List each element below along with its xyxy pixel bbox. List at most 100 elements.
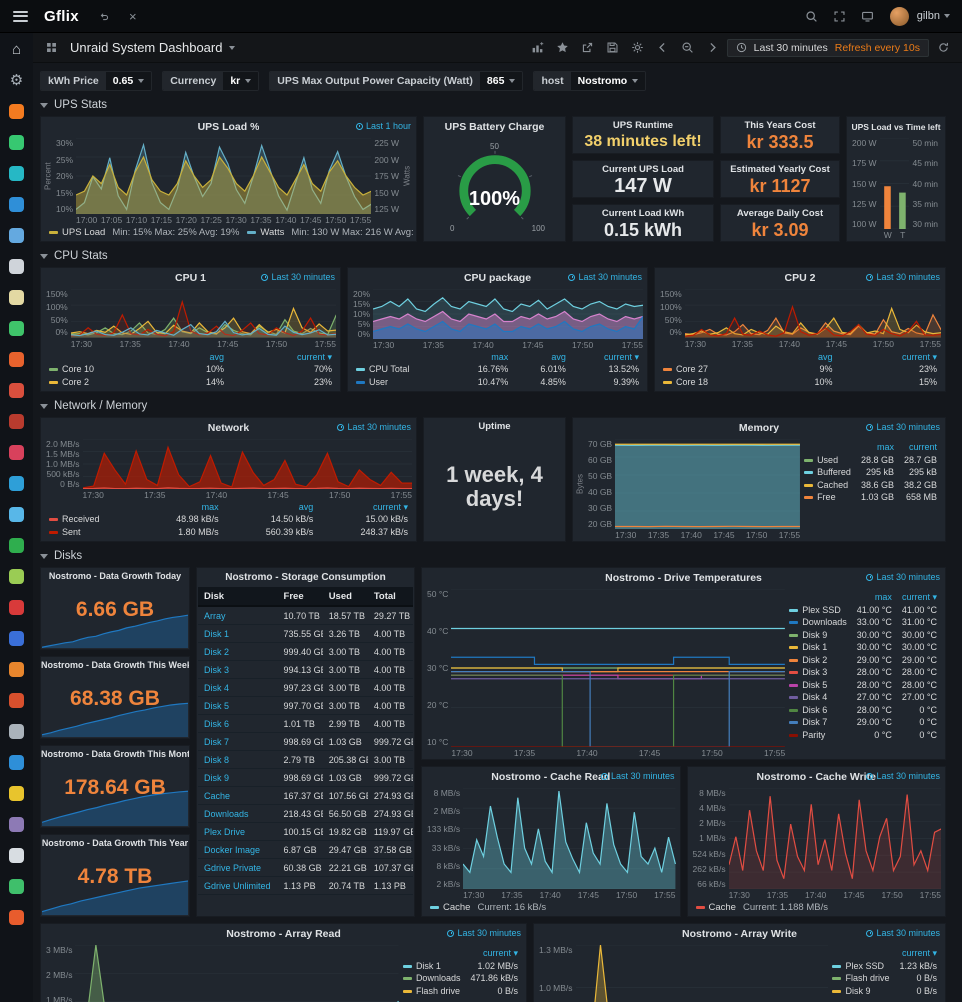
series-name[interactable]: Disk 9 xyxy=(845,985,871,996)
sidebar-item-app-4[interactable] xyxy=(9,196,25,212)
legend-series[interactable]: User xyxy=(356,376,443,389)
legend-series[interactable]: Disk 9 xyxy=(789,629,847,642)
legend-column-header[interactable]: current ▾ xyxy=(901,351,937,362)
sidebar-item-home[interactable]: ⌂ xyxy=(9,41,25,57)
panel-title[interactable]: Nostromo - Data Growth This Year xyxy=(41,838,189,848)
plot-area[interactable] xyxy=(615,439,801,529)
drive-temperatures-chart[interactable]: 50 °C 40 °C 30 °C 20 °C 10 °C 17:30 17:35 17:40… xyxy=(422,587,789,759)
plot-area[interactable] xyxy=(42,878,188,915)
time-range-indicator[interactable]: Last 30 minutes xyxy=(866,272,940,282)
legend-series[interactable]: Disk 7 xyxy=(789,716,847,729)
legend-series[interactable]: Core 10 xyxy=(49,363,157,376)
legend-series[interactable]: Downloads xyxy=(789,616,847,629)
sidebar-item-app-24[interactable] xyxy=(9,816,25,832)
add-panel-button[interactable] xyxy=(527,37,548,58)
time-picker-button[interactable]: Last 30 minutes Refresh every 10s xyxy=(726,38,929,57)
panel-title[interactable]: UPS Load vs Time left xyxy=(851,121,941,132)
series-name[interactable]: Core 2 xyxy=(62,376,90,387)
cache-read-legend[interactable]: Cache Current: 16 kB/s xyxy=(422,901,680,916)
disk-link[interactable]: Disk 4 xyxy=(198,678,278,697)
dashboard-title-caret-icon[interactable] xyxy=(229,45,236,50)
sidebar-item-app-1[interactable] xyxy=(9,103,25,119)
plot-area[interactable] xyxy=(728,788,941,889)
network-chart[interactable]: 2.0 MB/s 1.5 MB/s 1.0 MB/s 500 kB/s 0 B/s 17:… xyxy=(41,437,416,500)
legend-column-header[interactable]: current xyxy=(908,442,937,452)
series-name[interactable]: Flash drive xyxy=(415,985,460,996)
series-name[interactable]: Downloads xyxy=(415,973,461,983)
legend-column-header[interactable]: current ▾ xyxy=(901,948,937,958)
sidebar-item-app-16[interactable] xyxy=(9,568,25,584)
series-name[interactable]: Plex SSD xyxy=(845,960,884,971)
legend-column-header[interactable]: avg xyxy=(817,351,833,362)
legend-series[interactable]: Sent xyxy=(49,526,132,539)
time-range-indicator[interactable]: Last 30 minutes xyxy=(866,771,940,781)
sidebar-item-app-6[interactable] xyxy=(9,258,25,274)
disk-link[interactable]: Downloads xyxy=(198,804,278,823)
panel-title[interactable]: Memory xyxy=(738,421,780,434)
storage-table-holder[interactable]: Disk Free Used Total Array 10.70 TB 18.57 TB 29… xyxy=(197,587,414,916)
growth-month-sparkline[interactable] xyxy=(42,789,188,826)
series-name[interactable]: Disk 3 xyxy=(802,667,828,677)
column-header[interactable]: Total xyxy=(367,587,413,607)
plot-area[interactable] xyxy=(373,289,643,339)
legend-series[interactable]: Disk 2 xyxy=(789,654,847,667)
user-menu[interactable]: gilbn xyxy=(913,10,954,22)
panel-header[interactable]: Network Last 30 minutes xyxy=(41,418,416,437)
disk-link[interactable]: Gdrive Private xyxy=(198,858,278,877)
sidebar-item-app-27[interactable] xyxy=(9,909,25,925)
panel-title[interactable]: Average Daily Cost xyxy=(736,208,824,219)
panel-title[interactable]: Nostromo - Array Write xyxy=(682,927,797,940)
series-name[interactable]: Free xyxy=(817,492,836,502)
panel-title[interactable]: Current Load kWh xyxy=(601,208,685,219)
disk-link[interactable]: Disk 8 xyxy=(198,750,278,769)
growth-today-sparkline[interactable] xyxy=(42,611,188,648)
search-button[interactable] xyxy=(800,4,824,28)
disk-link[interactable]: Disk 9 xyxy=(198,768,278,787)
cpu-1-chart[interactable]: 150% 100% 50% 0% 17:30 17:35 17:40 17:45 17:50 17… xyxy=(41,287,340,350)
legend-column-header[interactable]: max xyxy=(874,592,892,602)
plot-area[interactable] xyxy=(42,700,188,737)
time-range-indicator[interactable]: Last 30 minutes xyxy=(447,928,521,938)
series-name[interactable]: Received xyxy=(62,514,100,524)
legend-series[interactable]: Cached xyxy=(804,479,851,492)
time-range-indicator[interactable]: Last 30 minutes xyxy=(866,572,940,582)
legend-series[interactable]: Disk 1 xyxy=(789,641,847,654)
panel-title[interactable]: UPS Battery Charge xyxy=(444,120,545,133)
series-name[interactable]: Core 10 xyxy=(62,364,95,374)
series-name[interactable]: Disk 5 xyxy=(802,679,828,690)
series-name[interactable]: Flash drive xyxy=(845,973,890,983)
array-write-legend[interactable]: current ▾ Plex SSD 1.23 kB/s Flash drive 0 B… xyxy=(832,943,945,999)
sidebar-item-app-5[interactable] xyxy=(9,227,25,243)
panel-header[interactable]: Nostromo - Storage Consumption xyxy=(197,568,414,587)
time-range-indicator[interactable]: Last 30 minutes xyxy=(568,272,642,282)
legend-column-header[interactable]: current ▾ xyxy=(372,501,408,512)
section-cpu-stats[interactable]: CPU Stats xyxy=(40,250,946,262)
growth-year-sparkline[interactable] xyxy=(42,878,188,915)
sidebar-item-app-21[interactable] xyxy=(9,723,25,739)
legend-column-header[interactable]: avg xyxy=(209,351,225,362)
column-header[interactable]: Free xyxy=(277,587,323,607)
series-name[interactable]: Sent xyxy=(62,526,81,537)
user-avatar[interactable] xyxy=(889,6,909,26)
time-range-indicator[interactable]: Last 30 minutes xyxy=(866,928,940,938)
drive-temperatures-legend[interactable]: max current ▾ Plex SSD 41.00 °C 41.00 °C Down… xyxy=(789,587,945,743)
legend-item[interactable]: Cache Current: 1.188 MB/s xyxy=(695,902,828,913)
panel-title[interactable]: Current UPS Load xyxy=(602,164,684,175)
legend-column-header[interactable]: current ▾ xyxy=(603,351,639,362)
series-name[interactable]: Disk 9 xyxy=(802,629,828,640)
series-name[interactable]: Cached xyxy=(817,479,849,490)
sidebar-item-app-9[interactable] xyxy=(9,351,25,367)
panel-header[interactable]: UPS Load % Last 1 hour xyxy=(41,117,416,136)
panel-title[interactable]: Nostromo - Cache Read xyxy=(491,770,611,783)
refresh-button[interactable] xyxy=(933,37,954,58)
cache-write-chart[interactable]: 8 MB/s 4 MB/s 2 MB/s 1 MB/s 524 kB/s 262 kB/s… xyxy=(688,786,946,901)
variable-value-dropdown[interactable]: 865 xyxy=(479,72,523,90)
kiosk-mode-button[interactable] xyxy=(856,4,880,28)
array-read-legend[interactable]: current ▾ Disk 1 1.02 MB/s Downloads 471.86 … xyxy=(402,943,526,999)
time-range-indicator[interactable]: Last 30 minutes xyxy=(600,771,675,781)
dashboard-title[interactable]: Unraid System Dashboard xyxy=(70,40,223,55)
legend-series[interactable]: Disk 4 xyxy=(789,691,847,704)
panel-header[interactable]: CPU package Last 30 minutes xyxy=(348,268,647,287)
series-name[interactable]: Disk 6 xyxy=(802,704,828,715)
ups-battery-gauge[interactable]: 100% 0 50 100 xyxy=(424,136,565,241)
